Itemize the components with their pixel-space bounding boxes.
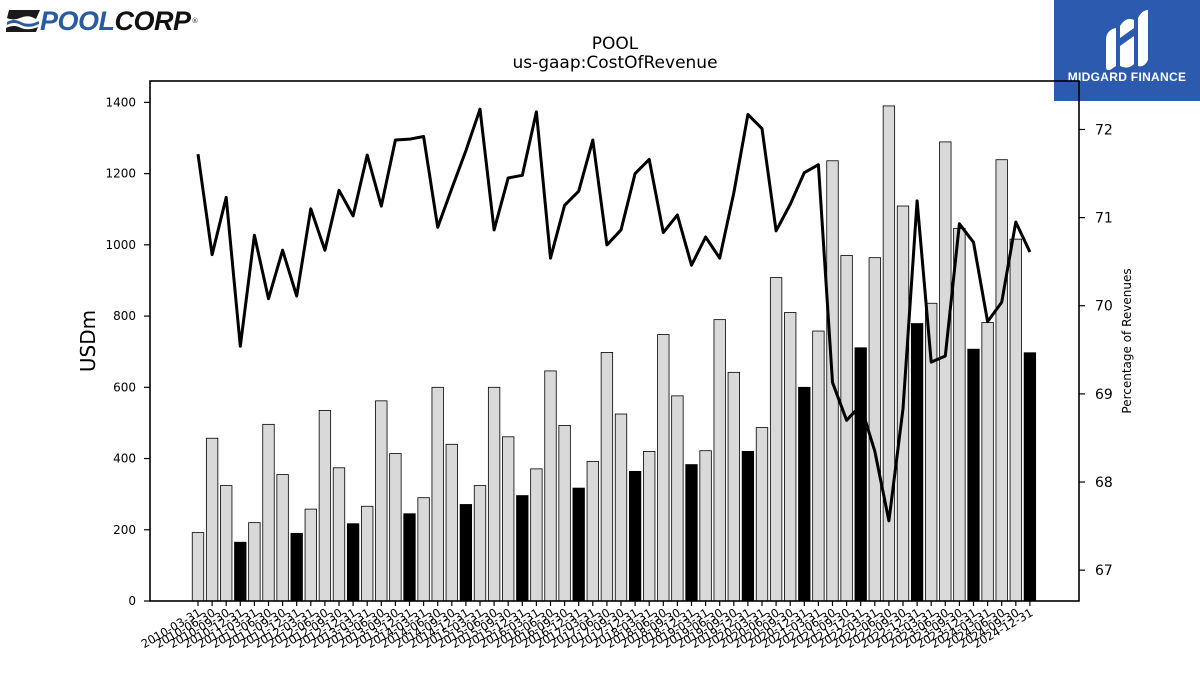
bar-2011-03-31 xyxy=(248,522,261,602)
bar-2013-12-31 xyxy=(403,513,416,602)
cost-percentage-line xyxy=(196,107,1032,523)
bar-2020-09-30 xyxy=(784,312,797,602)
bar-2019-03-31 xyxy=(699,450,712,602)
y-tick-label: 1000 xyxy=(105,238,136,252)
bar-2017-12-31 xyxy=(628,470,642,602)
y-tick-label: 1400 xyxy=(105,95,136,109)
y2-tick-label: 67 xyxy=(1095,563,1113,579)
bar-2022-06-30 xyxy=(882,105,896,602)
y-tick-label: 600 xyxy=(113,380,136,394)
left-axis: 0 200 400 600 800 1000 1200 1400 xyxy=(105,95,150,608)
y-axis-label: USDm xyxy=(76,310,100,372)
bar-2020-12-31 xyxy=(798,386,811,602)
bar-2012-03-31 xyxy=(304,508,317,602)
line-series xyxy=(196,107,1032,523)
bar-2024-12-31 xyxy=(1023,352,1037,602)
bar-2012-12-31 xyxy=(346,523,360,602)
bar-2012-06-30 xyxy=(318,410,332,602)
bar-2010-12-31 xyxy=(234,541,247,602)
bar-2018-06-30 xyxy=(657,334,670,602)
bar-2019-06-30 xyxy=(713,319,726,602)
bar-2011-09-30 xyxy=(276,474,289,602)
y-tick-label: 400 xyxy=(113,452,136,466)
bar-2011-06-30 xyxy=(262,423,275,602)
right-axis: 67 68 69 70 71 72 xyxy=(1079,122,1113,579)
bar-2013-03-31 xyxy=(361,505,374,602)
bar-2020-06-30 xyxy=(769,277,783,602)
bar-2023-12-31 xyxy=(967,348,980,602)
y2-tick-label: 68 xyxy=(1095,475,1113,491)
bar-2021-09-30 xyxy=(840,255,853,602)
bar-2017-03-31 xyxy=(586,460,599,602)
bar-2014-12-31 xyxy=(459,504,473,602)
y2-axis-label: Percentage of Revenues xyxy=(1120,268,1134,413)
y2-tick-label: 71 xyxy=(1095,211,1113,227)
bar-2013-09-30 xyxy=(389,453,402,602)
bar-2022-03-31 xyxy=(868,257,881,602)
bar-2015-09-30 xyxy=(502,436,515,602)
bar-2021-12-31 xyxy=(854,347,867,602)
bar-2024-06-30 xyxy=(995,159,1008,602)
y2-tick-label: 69 xyxy=(1095,387,1113,403)
bar-2024-03-31 xyxy=(981,322,994,602)
bar-2014-09-30 xyxy=(445,443,458,602)
poolcorp-logo: POOL CORP ® xyxy=(6,4,199,38)
bar-2019-12-31 xyxy=(741,451,755,602)
midgard-finance-badge: MIDGARD FINANCE xyxy=(1054,0,1200,101)
bar-2015-06-30 xyxy=(487,386,501,602)
bar-2023-09-30 xyxy=(953,228,966,602)
bar-series xyxy=(191,105,1037,602)
midgard-m-icon xyxy=(1106,10,1148,70)
midgard-finance-label: MIDGARD FINANCE xyxy=(1067,70,1187,84)
bar-2016-12-31 xyxy=(572,487,585,602)
pool-waves-icon xyxy=(6,10,40,32)
bar-2016-06-30 xyxy=(544,370,557,602)
chart-title: POOL xyxy=(592,34,639,54)
bar-2015-12-31 xyxy=(516,495,529,602)
bar-2024-09-30 xyxy=(1009,238,1022,602)
logo-corp-text: CORP xyxy=(114,6,192,36)
y-tick-label: 1200 xyxy=(105,167,136,181)
bar-2016-03-31 xyxy=(530,468,543,602)
bar-2014-06-30 xyxy=(431,386,444,602)
chart-subtitle: us-gaap:CostOfRevenue xyxy=(512,53,717,73)
bar-2017-09-30 xyxy=(614,413,628,602)
bar-2021-03-31 xyxy=(812,330,825,602)
y2-tick-label: 70 xyxy=(1095,299,1113,315)
bar-2023-06-30 xyxy=(939,141,952,602)
registered-mark: ® xyxy=(191,17,199,25)
y-tick-label: 800 xyxy=(113,309,136,323)
bar-2013-06-30 xyxy=(375,400,388,602)
bar-2011-12-31 xyxy=(290,532,303,602)
y2-tick-label: 72 xyxy=(1095,122,1113,138)
bar-2017-06-30 xyxy=(600,351,614,602)
bar-2010-09-30 xyxy=(220,485,233,602)
plot-frame xyxy=(149,80,1080,602)
bar-2020-03-31 xyxy=(755,427,769,602)
bar-2018-12-31 xyxy=(685,464,698,602)
bar-2012-09-30 xyxy=(332,467,346,602)
bar-2010-03-31 xyxy=(191,532,205,602)
x-axis: 2010-03-312010-06-302010-09-302010-12-31… xyxy=(139,601,1035,651)
bar-2018-03-31 xyxy=(643,451,656,602)
bar-2022-12-31 xyxy=(910,323,924,602)
logo-pool-text: POOL xyxy=(40,6,115,36)
bar-2018-09-30 xyxy=(671,395,684,602)
y-tick-label: 0 xyxy=(128,594,136,608)
bar-2016-09-30 xyxy=(558,425,571,602)
bar-2015-03-31 xyxy=(473,485,487,602)
bar-2010-06-30 xyxy=(205,437,219,602)
bar-2019-09-30 xyxy=(727,371,740,602)
bar-2014-03-31 xyxy=(417,497,430,602)
y-tick-label: 200 xyxy=(113,523,136,537)
